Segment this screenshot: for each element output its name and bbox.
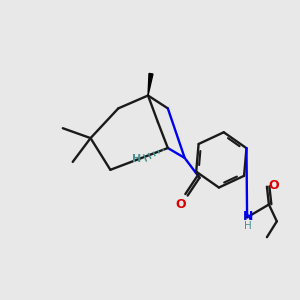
Text: O: O	[176, 198, 186, 211]
Text: O: O	[268, 179, 279, 192]
Text: H: H	[131, 154, 141, 164]
Text: N: N	[243, 210, 253, 223]
Text: H: H	[244, 221, 252, 231]
Polygon shape	[148, 74, 153, 95]
